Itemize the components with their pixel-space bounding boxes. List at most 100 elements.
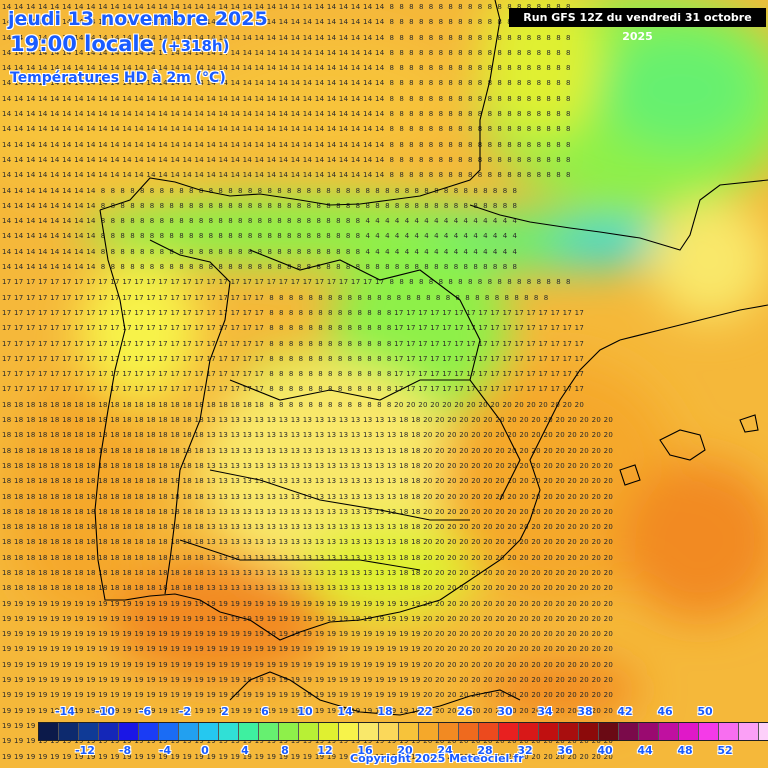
- value-grid-row: 14 14 14 14 14 14 14 14 8 8 8 8 8 8 8 8 …: [2, 263, 520, 272]
- value-grid-row: 18 18 18 18 18 18 18 18 18 18 18 18 18 1…: [2, 523, 616, 532]
- legend-label-upper: 18: [377, 705, 393, 718]
- legend-swatch: [719, 723, 739, 740]
- value-grid-row: 18 18 18 18 18 18 18 18 18 18 18 18 18 1…: [2, 568, 616, 577]
- legend-swatch: [659, 723, 679, 740]
- value-grid-row: 18 18 18 18 18 18 18 18 18 18 18 18 18 1…: [2, 400, 587, 409]
- value-grid-row: 14 14 14 14 14 14 14 14 14 14 14 14 14 1…: [2, 171, 574, 180]
- legend-swatch: [39, 723, 59, 740]
- legend-label-upper: -2: [178, 705, 192, 718]
- legend-label-lower: -8: [118, 744, 132, 757]
- forecast-time: 19:00 locale (+318h): [10, 32, 229, 56]
- value-grid-row: 14 14 14 14 14 14 14 14 14 14 14 14 14 1…: [2, 140, 574, 149]
- value-grid-row: 18 18 18 18 18 18 18 18 18 18 18 18 18 1…: [2, 477, 616, 486]
- legend-swatch: [339, 723, 359, 740]
- legend-swatch: [59, 723, 79, 740]
- legend-swatch: [679, 723, 699, 740]
- value-grid-row: 18 18 18 18 18 18 18 18 18 18 18 18 18 1…: [2, 507, 616, 516]
- value-grid-row: 14 14 14 14 14 14 14 14 14 14 14 14 14 1…: [2, 125, 574, 134]
- legend-label-lower: 32: [517, 744, 533, 757]
- legend-label-upper: 22: [417, 705, 433, 718]
- value-grid-row: 14 14 14 14 14 14 14 14 14 14 14 14 14 1…: [2, 3, 574, 11]
- value-grid-row: 18 18 18 18 18 18 18 18 18 18 18 18 18 1…: [2, 431, 616, 440]
- legend-swatch: [579, 723, 599, 740]
- value-grid-row: 19 19 19 19 19 19 19 19 19 19 19 19 19 1…: [2, 676, 616, 685]
- value-grid-row: 17 17 17 17 17 17 17 17 17 17 17 17 17 1…: [2, 278, 574, 287]
- legend-label-lower: 16: [357, 744, 373, 757]
- legend-swatch: [419, 723, 439, 740]
- legend-label-lower: -12: [75, 744, 95, 757]
- value-grid-row: 18 18 18 18 18 18 18 18 18 18 18 18 18 1…: [2, 461, 616, 470]
- forecast-lead-time: (+318h): [161, 37, 230, 55]
- forecast-time-value: 19:00 locale: [10, 32, 154, 56]
- legend-swatch: [499, 723, 519, 740]
- value-grid-row: 19 19 19 19 19 19 19 19 19 19 19 19 19 1…: [2, 691, 616, 700]
- value-grid-row: 17 17 17 17 17 17 17 17 17 17 17 17 17 1…: [2, 308, 587, 317]
- legend-swatch: [439, 723, 459, 740]
- legend-color-bar: [38, 722, 768, 741]
- color-legend: -14 -10 -6 -2 2 6 10 14 18 22 26 30 34 38 42 46 50 -12 -8-…: [38, 705, 768, 768]
- product-title: Températures HD à 2m (°C): [10, 70, 226, 86]
- legend-swatch: [199, 723, 219, 740]
- legend-label-upper: 50: [697, 705, 713, 718]
- legend-swatch: [139, 723, 159, 740]
- value-grid-row: 19 19 19 19 19 19 19 19 19 19 19 19 19 1…: [2, 645, 616, 654]
- value-grid-row: 17 17 17 17 17 17 17 17 17 17 17 17 17 1…: [2, 339, 587, 348]
- legend-swatch: [99, 723, 119, 740]
- legend-swatch: [359, 723, 379, 740]
- legend-label-lower: 36: [557, 744, 573, 757]
- legend-label-upper: 34: [537, 705, 553, 718]
- legend-label-lower: 48: [677, 744, 693, 757]
- value-grid-row: 14 14 14 14 14 14 14 14 14 14 14 14 14 1…: [2, 155, 574, 164]
- legend-swatch: [699, 723, 719, 740]
- value-grid-row: 18 18 18 18 18 18 18 18 18 18 18 18 18 1…: [2, 553, 616, 562]
- legend-swatch: [159, 723, 179, 740]
- value-grid-row: 17 17 17 17 17 17 17 17 17 17 17 17 17 1…: [2, 370, 587, 379]
- legend-swatch: [79, 723, 99, 740]
- legend-label-upper: 46: [657, 705, 673, 718]
- legend-swatch: [119, 723, 139, 740]
- value-grid-row: 14 14 14 14 14 14 14 14 8 8 8 8 8 8 8 8 …: [2, 217, 520, 226]
- legend-label-lower: 20: [397, 744, 413, 757]
- legend-swatch: [379, 723, 399, 740]
- value-grid-row: 18 18 18 18 18 18 18 18 18 18 18 18 18 1…: [2, 492, 616, 501]
- legend-label-lower: 0: [201, 744, 209, 757]
- legend-swatch: [399, 723, 419, 740]
- legend-swatch: [459, 723, 479, 740]
- legend-label-upper: 26: [457, 705, 473, 718]
- value-grid-row: 19 19 19 19 19 19 19 19 19 19 19 19 19 1…: [2, 752, 616, 761]
- legend-label-upper: -14: [55, 705, 75, 718]
- forecast-date: jeudi 13 novembre 2025: [8, 8, 268, 30]
- value-grid-row: 18 18 18 18 18 18 18 18 18 18 18 18 18 1…: [2, 416, 616, 425]
- value-grid-row: 14 14 14 14 14 14 14 14 14 14 14 14 14 1…: [2, 48, 574, 57]
- legend-swatch: [619, 723, 639, 740]
- value-grid-row: 17 17 17 17 17 17 17 17 17 17 17 17 17 1…: [2, 293, 552, 302]
- legend-swatch: [299, 723, 319, 740]
- value-grid-row: 14 14 14 14 14 14 14 14 14 14 14 14 14 1…: [2, 79, 574, 88]
- legend-swatch: [319, 723, 339, 740]
- legend-label-upper: 2: [221, 705, 229, 718]
- legend-label-upper: 38: [577, 705, 593, 718]
- value-grid-row: 19 19 19 19 19 19 19 19 19 19 19 19 19 1…: [2, 706, 616, 715]
- legend-swatch: [239, 723, 259, 740]
- legend-swatch: [479, 723, 499, 740]
- legend-swatch: [639, 723, 659, 740]
- legend-swatch: [559, 723, 579, 740]
- run-label: Run GFS 12Z du vendredi 31 octobre 2025: [509, 8, 766, 43]
- value-grid-row: 14 14 14 14 14 14 14 14 14 14 14 14 14 1…: [2, 94, 574, 103]
- value-grid-row: 19 19 19 19 19 19 19 19 19 19 19 19 19 1…: [2, 599, 616, 608]
- legend-label-lower: 24: [437, 744, 453, 757]
- value-grid-row: 19 19 19 19 19 19 19 19 19 19 19 19 19 1…: [2, 737, 616, 746]
- value-grid-row: 17 17 17 17 17 17 17 17 17 17 17 17 17 1…: [2, 324, 587, 333]
- legend-swatch: [179, 723, 199, 740]
- legend-swatch: [539, 723, 559, 740]
- legend-label-lower: -4: [158, 744, 172, 757]
- legend-swatch: [279, 723, 299, 740]
- legend-swatch: [519, 723, 539, 740]
- legend-label-lower: 8: [281, 744, 289, 757]
- legend-label-lower: 40: [597, 744, 613, 757]
- copyright: Copyright 2025 Meteociel.fr: [350, 752, 524, 765]
- legend-label-lower: 28: [477, 744, 493, 757]
- legend-swatch: [759, 723, 768, 740]
